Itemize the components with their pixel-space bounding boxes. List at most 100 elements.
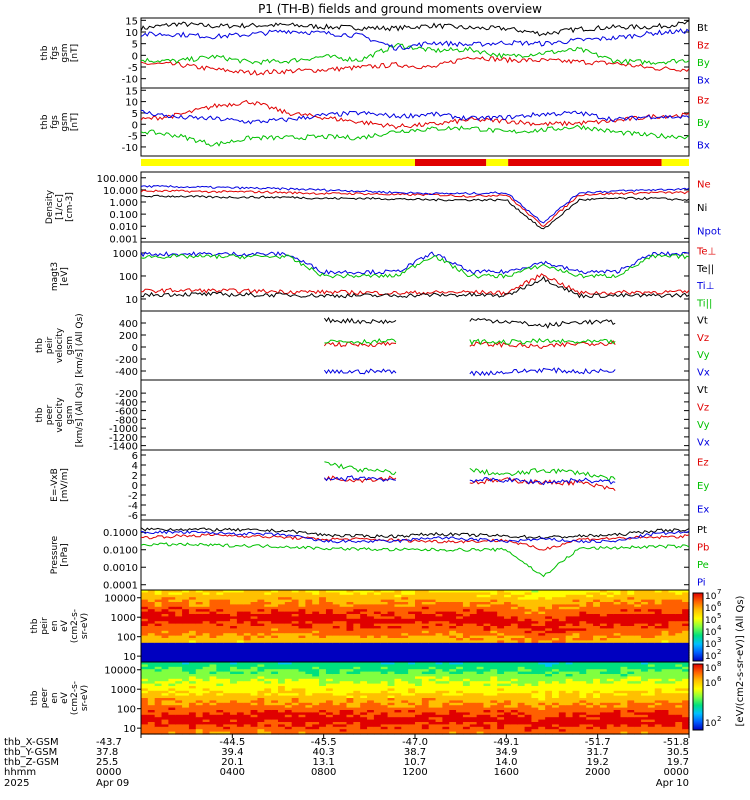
series-pe (141, 542, 689, 578)
spectrogram-cell (531, 635, 539, 639)
spectrogram-cell (195, 640, 204, 644)
spectrogram-cell (531, 705, 539, 709)
spectrogram-cell (360, 616, 368, 620)
spectrogram-cell (558, 724, 567, 728)
spectrogram-cell (586, 594, 594, 598)
spectrogram-cell (353, 594, 361, 598)
spectrogram-cell (408, 609, 416, 613)
spectrogram-cell (538, 628, 546, 632)
spectrogram-cell (558, 650, 567, 653)
spectrogram-cell (682, 647, 690, 651)
spectrogram-cell (675, 654, 683, 658)
spectrogram-cell (408, 657, 416, 661)
spectrogram-cell (298, 674, 306, 677)
spectrogram-cell (278, 650, 286, 653)
spectrogram-cell (175, 698, 183, 701)
spectrogram-cell (421, 654, 430, 658)
spectrogram-cell (442, 712, 450, 716)
spectrogram-cell (558, 647, 567, 651)
spectrogram-cell (195, 676, 204, 680)
spectrogram-cell (312, 606, 320, 610)
spectrogram-cell (469, 726, 478, 730)
spectrogram-cell (230, 630, 238, 634)
spectrogram-cell (668, 695, 676, 699)
spectrogram-cell (586, 714, 594, 718)
spectrogram-cell (415, 700, 423, 704)
spectrogram-cell (620, 724, 628, 728)
spectrogram-cell (182, 609, 190, 613)
spectrogram-cell (524, 676, 533, 680)
spectrogram-cell (668, 712, 676, 716)
spectrogram-cell (230, 664, 238, 668)
spectrogram-cell (572, 666, 580, 670)
spectrogram-cell (558, 681, 567, 685)
spectrogram-cell (264, 597, 272, 601)
spectrogram-cell (223, 640, 231, 644)
spectrogram-cell (552, 609, 560, 613)
spectrogram-cell (531, 717, 539, 721)
spectrogram-cell (250, 647, 259, 651)
spectrogram-cell (257, 707, 265, 711)
spectrogram-cell (579, 695, 587, 699)
spectrogram-cell (606, 664, 615, 668)
spectrogram-cell (373, 630, 382, 634)
spectrogram-cell (599, 724, 608, 728)
spectrogram-cell (154, 633, 163, 637)
spectrogram-cell (230, 592, 238, 596)
spectrogram-cell (545, 597, 553, 601)
spectrogram-cell (504, 671, 512, 675)
spectrogram-cell (154, 642, 163, 646)
spectrogram-cell (319, 659, 327, 663)
spectrogram-cell (353, 681, 361, 685)
spectrogram-cell (469, 602, 478, 605)
spectrogram-cell (490, 662, 498, 665)
spectrogram-cell (593, 671, 601, 675)
spectrogram-cell (236, 638, 245, 641)
spectrogram-cell (469, 686, 478, 689)
spectrogram-cell (510, 609, 519, 613)
spectrogram-cell (606, 705, 615, 709)
spectrogram-cell (634, 628, 642, 632)
spectrogram-cell (339, 630, 348, 634)
spectrogram-cell (373, 597, 382, 601)
spectrogram-cell (565, 686, 574, 689)
legend-entry: Vy (697, 350, 710, 361)
spectrogram-cell (421, 657, 430, 661)
spectrogram-cell (216, 719, 224, 723)
spectrogram-cell (654, 683, 663, 687)
spectrogram-cell (154, 702, 163, 706)
spectrogram-cell (216, 621, 224, 625)
spectrogram-cell (428, 707, 437, 711)
spectrogram-cell (483, 590, 491, 593)
spectrogram-cell (339, 714, 348, 718)
spectrogram-cell (367, 666, 375, 670)
spectrogram-cell (675, 647, 683, 651)
spectrogram-cell (271, 616, 279, 620)
spectrogram-cell (606, 604, 615, 608)
spectrogram-cell (284, 618, 293, 622)
spectrogram-cell (606, 710, 615, 713)
spectrogram-cell (565, 722, 574, 725)
y-tick-label: 0 (132, 481, 138, 492)
spectrogram-cell (230, 702, 238, 706)
spectrogram-cell (565, 640, 574, 644)
spectrogram-cell (223, 695, 231, 699)
spectrogram-cell (517, 722, 526, 725)
spectrogram-cell (627, 686, 635, 689)
spectrogram-cell (462, 676, 471, 680)
y-tick-label: -400 (115, 398, 138, 409)
spectrogram-cell (483, 630, 491, 634)
spectrogram-cell (641, 626, 649, 629)
spectrogram-cell (517, 616, 526, 620)
spectrogram-cell (353, 630, 361, 634)
spectrogram-cell (202, 609, 211, 613)
spectrogram-cell (236, 611, 245, 615)
spectrogram-cell (188, 662, 197, 665)
spectrogram-cell (675, 599, 683, 603)
spectrogram-cell (565, 635, 574, 639)
spectrogram-cell (195, 705, 204, 709)
spectrogram-cell (278, 623, 286, 627)
spectrogram-cell (661, 606, 670, 610)
spectrogram-cell (449, 707, 457, 711)
spectrogram-cell (188, 712, 197, 716)
